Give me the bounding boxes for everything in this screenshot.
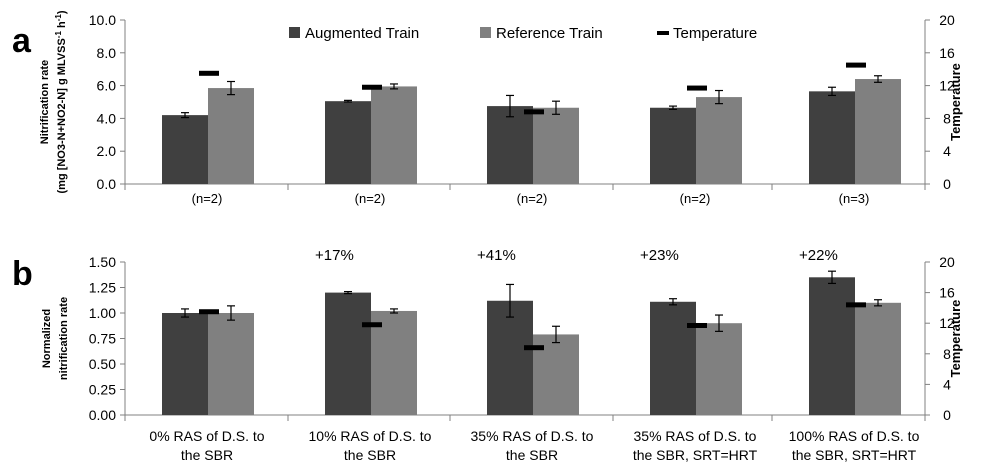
legend-label: Augmented Train xyxy=(305,25,419,42)
bar-augmented xyxy=(325,292,371,415)
bar-reference xyxy=(533,107,579,184)
y2-axis-label: Temperature xyxy=(948,63,963,141)
y2-tick-label: 4 xyxy=(943,376,951,392)
y2-tick-label: 12 xyxy=(939,315,955,331)
x-tick-label: the SBR, SRT=HRT xyxy=(633,447,758,463)
bar-reference xyxy=(208,88,254,184)
x-tick-label: the SBR xyxy=(181,447,233,463)
x-tick-label: 10% RAS of D.S. to xyxy=(309,428,432,444)
y-axis-label: Normalized xyxy=(41,309,53,368)
legend-label: Temperature xyxy=(673,25,757,42)
temperature-marker xyxy=(362,322,382,328)
temperature-marker xyxy=(362,84,382,90)
temperature-marker xyxy=(687,85,707,91)
panel-b: b 0.00 0.25 0.50 0.75 1.00 1.25 1.50 0 4 8 12 16 20 0%… xyxy=(12,247,963,463)
bar-augmented xyxy=(162,313,208,415)
temperature-marker xyxy=(199,70,219,76)
percent-annotation: +22% xyxy=(799,247,838,264)
bar-reference xyxy=(208,313,254,415)
y-tick-label: 1.50 xyxy=(89,254,116,270)
bar-reference xyxy=(696,323,742,415)
y-tick-label: 1.25 xyxy=(89,280,116,296)
y-tick-label: 0.0 xyxy=(97,176,117,192)
legend: Augmented Train Reference Train Temperatur… xyxy=(289,25,757,42)
bar-augmented xyxy=(809,277,855,415)
percent-annotation: +23% xyxy=(640,247,679,264)
y2-tick-label: 0 xyxy=(943,407,951,423)
y-tick-label: 0.50 xyxy=(89,356,116,372)
legend-swatch xyxy=(480,27,491,38)
bar-reference xyxy=(696,97,742,184)
y-tick-label: 10.0 xyxy=(89,12,116,28)
x-tick-label: the SBR xyxy=(344,447,396,463)
y2-tick-label: 16 xyxy=(939,45,955,61)
bar-augmented xyxy=(809,91,855,184)
x-tick-label: (n=2) xyxy=(355,191,386,206)
y2-tick-label: 20 xyxy=(939,254,955,270)
bar-augmented xyxy=(325,101,371,184)
y-tick-label: 8.0 xyxy=(97,45,117,61)
x-tick-label: the SBR xyxy=(506,447,558,463)
y-axis-label: Nitrification rate xyxy=(39,60,51,144)
y2-axis-label: Temperature xyxy=(948,300,963,378)
percent-annotation: +41% xyxy=(477,247,516,264)
bar-reference xyxy=(855,302,901,415)
x-tick-label: (n=2) xyxy=(192,191,223,206)
x-tick-label: (n=2) xyxy=(517,191,548,206)
y-tick-label: 1.00 xyxy=(89,305,116,321)
bar-reference xyxy=(371,310,417,415)
legend-swatch xyxy=(289,27,300,38)
x-tick-label: the SBR, SRT=HRT xyxy=(792,447,917,463)
y-tick-label: 4.0 xyxy=(97,110,117,126)
y-axis-label-line2: nitrification rate xyxy=(58,297,70,380)
bar-reference xyxy=(855,79,901,184)
bar-augmented xyxy=(162,115,208,184)
panel-label: a xyxy=(12,22,32,60)
x-tick-label: (n=3) xyxy=(839,191,870,206)
legend-label: Reference Train xyxy=(496,25,603,42)
y-tick-label: 6.0 xyxy=(97,78,117,94)
temperature-marker xyxy=(524,109,544,115)
temperature-marker xyxy=(846,302,866,308)
y-tick-label: 0.75 xyxy=(89,331,116,347)
y2-tick-label: 12 xyxy=(939,78,955,94)
y2-tick-label: 20 xyxy=(939,12,955,28)
y-tick-label: 0.25 xyxy=(89,382,116,398)
bar-augmented xyxy=(487,106,533,184)
temperature-marker xyxy=(524,345,544,351)
temperature-marker xyxy=(199,309,219,315)
x-tick-label: 100% RAS of D.S. to xyxy=(789,428,920,444)
y2-tick-label: 8 xyxy=(943,110,951,126)
y-tick-label: 2.0 xyxy=(97,143,117,159)
bar-reference xyxy=(371,86,417,184)
bar-augmented xyxy=(650,301,696,415)
temperature-marker xyxy=(846,62,866,68)
bar-augmented xyxy=(487,300,533,415)
y-tick-label: 0.00 xyxy=(89,407,116,423)
x-tick-label: (n=2) xyxy=(680,191,711,206)
y2-tick-label: 0 xyxy=(943,176,951,192)
bar-augmented xyxy=(650,107,696,184)
legend-swatch xyxy=(657,31,669,35)
percent-annotation: +17% xyxy=(315,247,354,264)
x-tick-label: 0% RAS of D.S. to xyxy=(149,428,264,444)
y2-tick-label: 8 xyxy=(943,346,951,362)
temperature-marker xyxy=(687,322,707,328)
y2-tick-label: 4 xyxy=(943,143,951,159)
panel-label: b xyxy=(12,255,33,293)
panel-a: a 0.0 2.0 4.0 6.0 8.0 10.0 0 4 8 12 16 20 (n=2) (n=2) (… xyxy=(12,10,963,206)
y-axis-label-line2: (mg [NO3-N+NO2-N] g MLVSS-1 h-1) xyxy=(54,10,69,193)
y2-tick-label: 16 xyxy=(939,285,955,301)
x-tick-label: 35% RAS of D.S. to xyxy=(471,428,594,444)
x-tick-label: 35% RAS of D.S. to xyxy=(634,428,757,444)
